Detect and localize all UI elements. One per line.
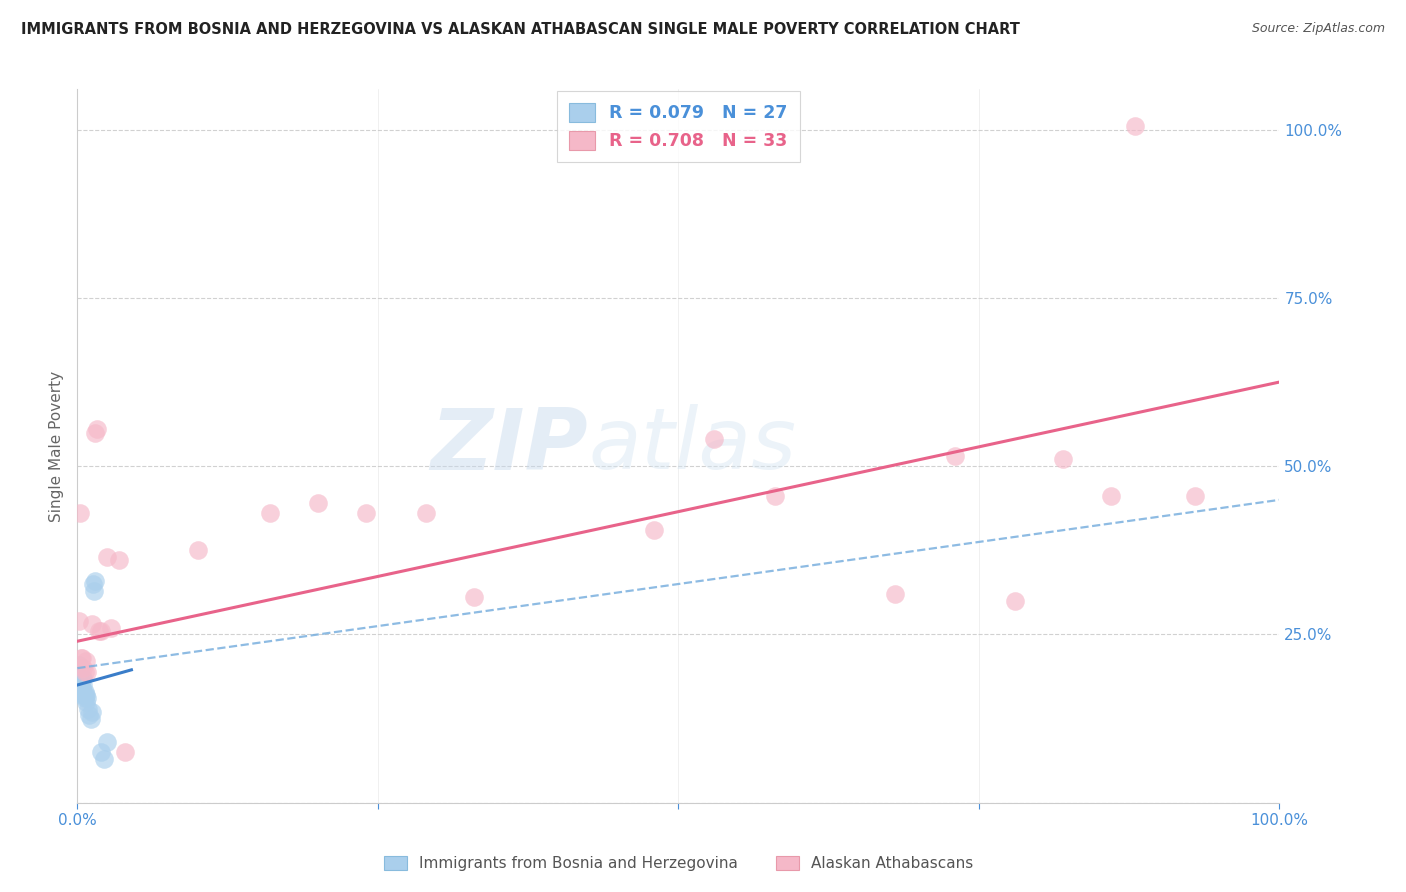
Point	[943, 449, 966, 463]
Point	[73, 665, 96, 679]
Point	[354, 506, 377, 520]
Point	[70, 684, 93, 698]
Text: atlas: atlas	[588, 404, 796, 488]
Point	[70, 651, 93, 665]
Point	[82, 577, 104, 591]
Legend: Immigrants from Bosnia and Herzegovina, Alaskan Athabascans: Immigrants from Bosnia and Herzegovina, …	[377, 849, 980, 877]
Point	[1052, 452, 1074, 467]
Point	[703, 432, 725, 446]
Point	[96, 550, 118, 565]
Point	[73, 688, 96, 702]
Point	[67, 657, 90, 672]
Point	[75, 695, 97, 709]
Point	[84, 425, 107, 440]
Point	[69, 671, 91, 685]
Point	[70, 678, 93, 692]
Point	[69, 506, 91, 520]
Point	[79, 708, 101, 723]
Point	[70, 651, 93, 665]
Text: ZIP: ZIP	[430, 404, 588, 488]
Point	[80, 705, 103, 719]
Point	[87, 624, 110, 639]
Point	[307, 496, 329, 510]
Point	[72, 671, 94, 685]
Point	[75, 688, 97, 702]
Point	[1123, 120, 1146, 134]
Point	[72, 678, 94, 692]
Point	[73, 684, 96, 698]
Point	[643, 523, 665, 537]
Point	[72, 661, 94, 675]
Point	[86, 422, 108, 436]
Point	[72, 688, 94, 702]
Point	[1184, 490, 1206, 504]
Point	[76, 665, 98, 679]
Point	[90, 624, 112, 639]
Text: Source: ZipAtlas.com: Source: ZipAtlas.com	[1251, 22, 1385, 36]
Point	[70, 661, 93, 675]
Point	[187, 543, 209, 558]
Point	[83, 583, 105, 598]
Point	[463, 591, 485, 605]
Point	[75, 655, 97, 669]
Point	[96, 735, 118, 749]
Point	[73, 691, 96, 706]
Point	[763, 490, 786, 504]
Point	[69, 665, 91, 679]
Point	[79, 712, 101, 726]
Point	[76, 691, 98, 706]
Point	[883, 587, 905, 601]
Point	[80, 617, 103, 632]
Point	[1004, 594, 1026, 608]
Point	[84, 574, 107, 588]
Point	[259, 506, 281, 520]
Point	[70, 681, 93, 696]
Point	[70, 671, 93, 685]
Point	[1099, 490, 1122, 504]
Point	[415, 506, 437, 520]
Point	[67, 614, 90, 628]
Point	[114, 745, 136, 759]
Point	[77, 701, 100, 715]
Point	[108, 553, 131, 567]
Text: IMMIGRANTS FROM BOSNIA AND HERZEGOVINA VS ALASKAN ATHABASCAN SINGLE MALE POVERTY: IMMIGRANTS FROM BOSNIA AND HERZEGOVINA V…	[21, 22, 1019, 37]
Point	[93, 752, 115, 766]
Point	[90, 745, 112, 759]
Y-axis label: Single Male Poverty: Single Male Poverty	[49, 370, 65, 522]
Point	[100, 621, 122, 635]
